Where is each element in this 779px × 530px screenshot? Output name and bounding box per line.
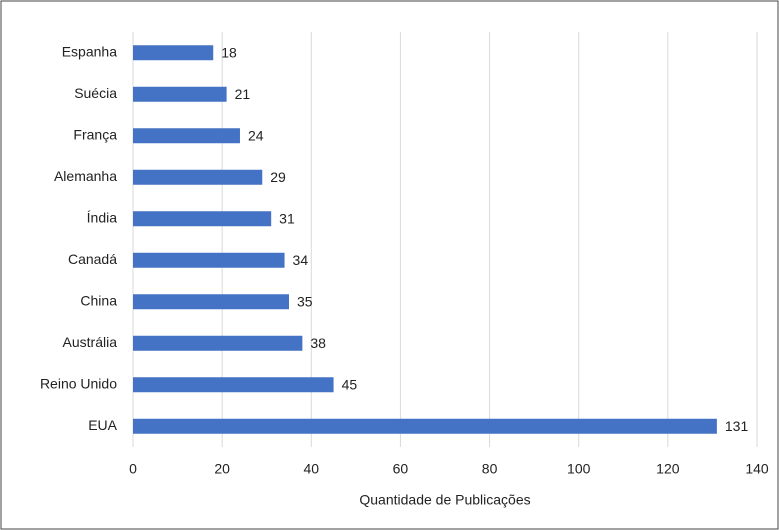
data-label: 18: [221, 44, 237, 60]
y-tick-label: Austrália: [63, 334, 118, 350]
data-label: 31: [279, 210, 295, 226]
x-tick-label: 100: [567, 461, 591, 477]
x-tick-label: 140: [745, 461, 769, 477]
bar: [133, 86, 227, 102]
data-label: 34: [293, 252, 309, 268]
bar: [133, 211, 272, 227]
y-tick-label: Canadá: [68, 251, 117, 267]
bar: [133, 418, 717, 434]
x-axis-label: Quantidade de Publicações: [359, 492, 530, 508]
data-label: 29: [270, 169, 286, 185]
x-tick-label: 60: [393, 461, 409, 477]
y-tick-label: Espanha: [62, 43, 117, 59]
bar: [133, 252, 285, 268]
y-tick-label: Reino Unido: [40, 375, 117, 391]
x-tick-label: 0: [129, 461, 137, 477]
y-tick-label: França: [73, 126, 117, 142]
bar: [133, 377, 334, 393]
x-tick-label: 80: [482, 461, 498, 477]
y-tick-label: China: [80, 292, 117, 308]
data-label: 45: [342, 376, 358, 392]
bar: [133, 169, 263, 185]
data-label: 24: [248, 127, 264, 143]
bar: [133, 335, 303, 351]
bar: [133, 294, 289, 310]
x-tick-label: 20: [214, 461, 230, 477]
bar: [133, 128, 240, 144]
y-tick-label: Suécia: [74, 85, 117, 101]
data-label: 38: [310, 335, 326, 351]
bar: [133, 45, 214, 61]
data-label: 131: [725, 418, 749, 434]
x-tick-label: 40: [303, 461, 319, 477]
data-label: 21: [235, 86, 251, 102]
y-tick-label: EUA: [88, 417, 117, 433]
data-label: 35: [297, 293, 313, 309]
y-tick-label: Alemanha: [54, 168, 117, 184]
y-tick-label: Índia: [87, 209, 118, 225]
x-tick-label: 120: [656, 461, 680, 477]
